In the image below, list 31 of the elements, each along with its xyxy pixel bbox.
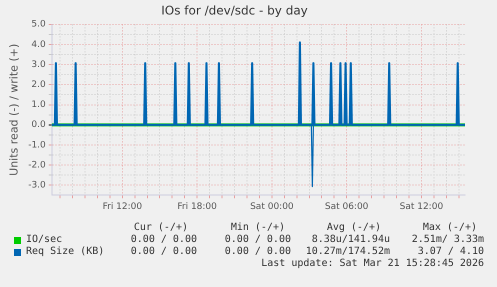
text: Max (-/+) xyxy=(422,222,477,234)
text: Cur (-/+) xyxy=(134,222,188,234)
y-tick-label: 5.0 xyxy=(31,20,46,30)
y-tick-label: 1.0 xyxy=(31,100,46,110)
y-tick-label: -2.0 xyxy=(28,160,46,170)
text: 8.38u/141.94u xyxy=(312,234,390,246)
y-axis-title: Units read (-) / write (+) xyxy=(7,44,20,176)
text: 10.27m/174.52m xyxy=(306,246,390,258)
y-tick-label: 2.0 xyxy=(31,80,46,90)
text: 0.00 / 0.00 xyxy=(130,234,197,246)
y-tick-label: 4.0 xyxy=(31,40,46,50)
y-tick-label: 0.0 xyxy=(31,120,46,130)
y-tick-label: -3.0 xyxy=(28,180,46,190)
x-tick-label: Fri 18:00 xyxy=(177,202,218,212)
y-tick-label: -1.0 xyxy=(28,140,46,150)
text: 2.51m/ 3.33m xyxy=(412,234,484,246)
legend-label: IO/sec xyxy=(26,234,62,246)
x-tick-label: Fri 12:00 xyxy=(102,202,142,212)
legend-label: Req Size (KB) xyxy=(26,246,104,258)
x-tick-label: Sat 06:00 xyxy=(324,202,369,212)
x-tick-label: Sat 12:00 xyxy=(400,202,444,212)
text: 3.07 / 4.10 xyxy=(418,246,484,258)
chart-title: IOs for /dev/sdc - by day xyxy=(161,3,308,18)
text: 0.00 / 0.00 xyxy=(224,234,291,246)
text: Last update: Sat Mar 21 15:28:45 2026 xyxy=(261,258,484,270)
text: Min (-/+) xyxy=(230,222,285,234)
text: 0.00 / 0.00 xyxy=(224,246,291,258)
y-tick-label: 3.0 xyxy=(31,60,46,70)
x-tick-label: Sat 00:00 xyxy=(250,202,294,212)
text: 0.00 / 0.00 xyxy=(130,246,197,258)
text: Avg (-/+) xyxy=(326,222,381,234)
